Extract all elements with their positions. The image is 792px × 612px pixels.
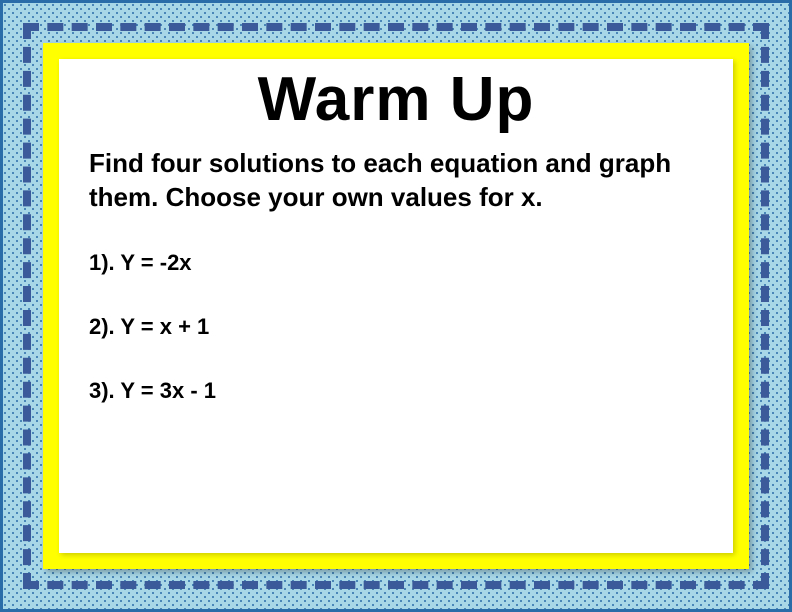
slide-title: Warm Up — [89, 64, 703, 135]
dashed-frame: Warm Up Find four solutions to each equa… — [23, 23, 769, 589]
yellow-frame: Warm Up Find four solutions to each equa… — [43, 43, 749, 569]
problem-2: 2). Y = x + 1 — [89, 314, 703, 340]
slide-outer-border: Warm Up Find four solutions to each equa… — [0, 0, 792, 612]
problem-1: 1). Y = -2x — [89, 250, 703, 276]
instruction-text: Find four solutions to each equation and… — [89, 147, 703, 215]
problem-3: 3). Y = 3x - 1 — [89, 378, 703, 404]
content-area: Warm Up Find four solutions to each equa… — [59, 59, 733, 553]
